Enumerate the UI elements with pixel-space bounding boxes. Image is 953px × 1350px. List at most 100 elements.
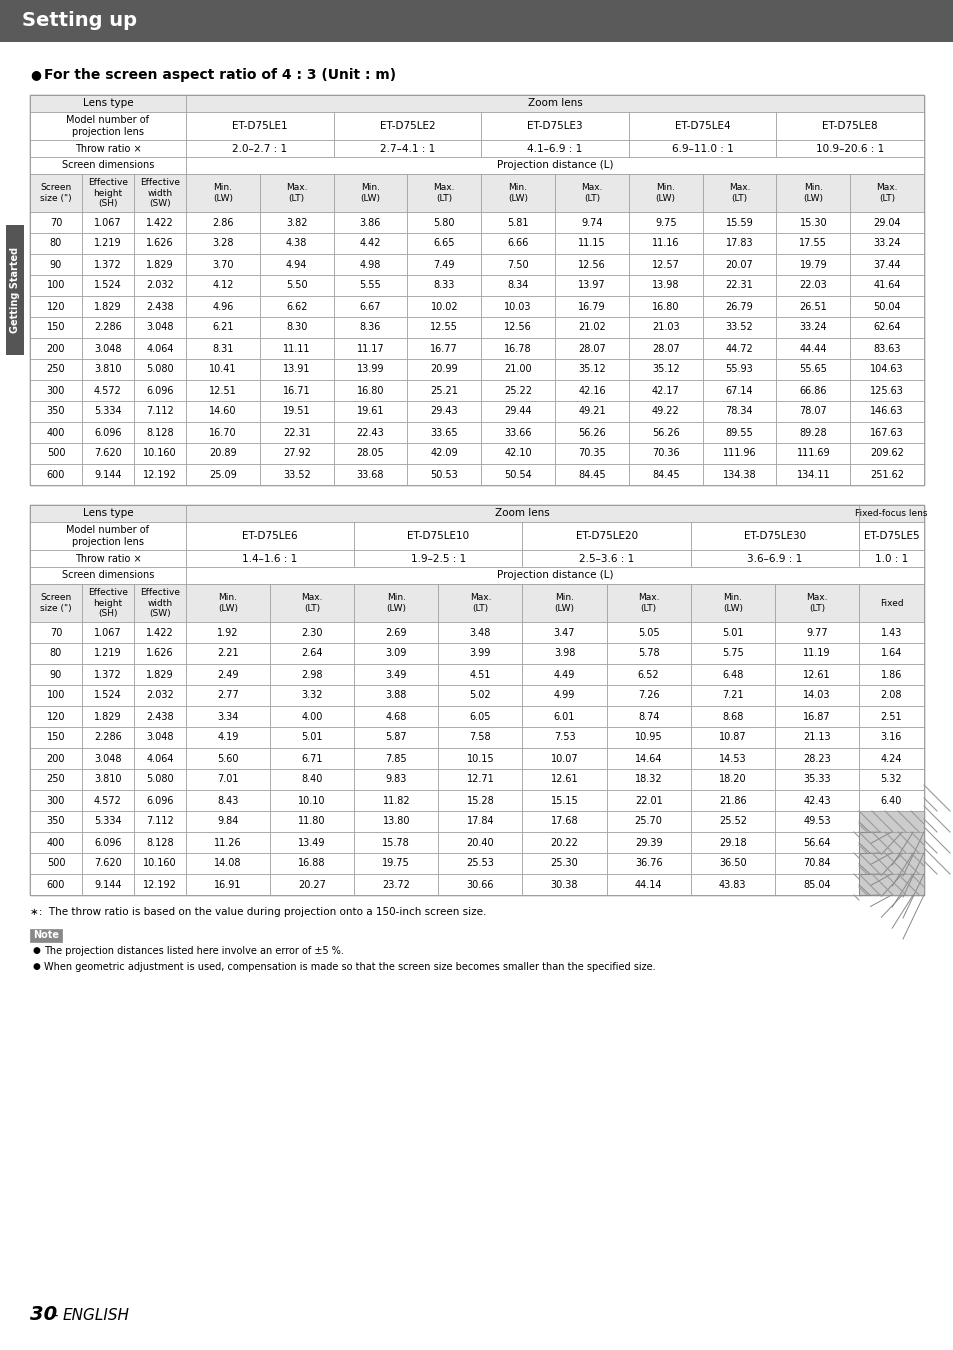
Bar (776, 443, 849, 464)
Bar (186, 873, 270, 895)
Bar (133, 296, 186, 317)
Bar (701, 275, 776, 296)
Text: 2.51: 2.51 (880, 711, 902, 721)
Text: 42.09: 42.09 (430, 448, 457, 459)
Text: 12.57: 12.57 (651, 259, 679, 270)
Bar (522, 664, 606, 684)
Bar (849, 464, 923, 485)
Bar (701, 338, 776, 359)
Bar (555, 464, 628, 485)
Bar (774, 684, 858, 706)
Bar (555, 317, 628, 338)
Text: 22.01: 22.01 (634, 795, 662, 806)
Bar (555, 401, 628, 423)
Bar (30, 622, 82, 643)
Text: 2.86: 2.86 (212, 217, 233, 228)
Text: 1.067: 1.067 (94, 628, 122, 637)
Bar (858, 832, 923, 853)
Text: 35.12: 35.12 (578, 364, 605, 374)
Text: 14.60: 14.60 (209, 406, 236, 417)
Text: 4.064: 4.064 (146, 343, 173, 354)
Text: 104.63: 104.63 (869, 364, 902, 374)
Bar (628, 401, 701, 423)
Bar (334, 140, 480, 157)
Bar (690, 585, 774, 622)
Bar (82, 401, 133, 423)
Text: Screen dimensions: Screen dimensions (62, 571, 154, 580)
Text: 7.21: 7.21 (721, 690, 742, 701)
Bar (774, 585, 858, 622)
Text: 19.79: 19.79 (799, 259, 826, 270)
Text: 33.52: 33.52 (725, 323, 753, 332)
Bar (407, 254, 480, 275)
Bar (407, 234, 480, 254)
Bar (776, 254, 849, 275)
Text: Zoom lens: Zoom lens (495, 509, 549, 518)
Text: 21.13: 21.13 (802, 733, 830, 743)
Bar (354, 832, 438, 853)
Bar (30, 157, 186, 174)
Bar (858, 664, 923, 684)
Text: Min.
(LW): Min. (LW) (722, 593, 742, 613)
Text: Max.
(LT): Max. (LT) (469, 593, 491, 613)
Bar (522, 811, 606, 832)
Text: 10.10: 10.10 (298, 795, 326, 806)
Text: 28.07: 28.07 (578, 343, 605, 354)
Bar (606, 728, 690, 748)
Bar (133, 174, 186, 212)
Text: 16.78: 16.78 (504, 343, 532, 354)
Bar (690, 811, 774, 832)
Bar (82, 873, 133, 895)
Bar (186, 790, 270, 811)
Bar (133, 832, 186, 853)
Text: 3.810: 3.810 (94, 775, 122, 784)
Bar (334, 234, 407, 254)
Text: 13.91: 13.91 (283, 364, 310, 374)
Text: 5.50: 5.50 (286, 281, 307, 290)
Bar (849, 234, 923, 254)
Text: 8.128: 8.128 (146, 837, 173, 848)
Bar (858, 769, 923, 790)
Text: Min.
(LW): Min. (LW) (554, 593, 574, 613)
Bar (270, 706, 354, 728)
Text: ET-D75LE4: ET-D75LE4 (674, 122, 730, 131)
Bar (628, 423, 701, 443)
Text: 70: 70 (50, 628, 62, 637)
Bar (522, 549, 690, 567)
Text: 8.33: 8.33 (434, 281, 455, 290)
Text: 5.75: 5.75 (721, 648, 743, 659)
Text: 80: 80 (50, 239, 62, 248)
Text: 25.21: 25.21 (430, 386, 457, 396)
Bar (849, 296, 923, 317)
Bar (407, 317, 480, 338)
Text: 7.26: 7.26 (638, 690, 659, 701)
Bar (186, 254, 259, 275)
Text: ET-D75LE3: ET-D75LE3 (527, 122, 582, 131)
Bar (354, 748, 438, 770)
Bar (606, 664, 690, 684)
Bar (354, 728, 438, 748)
Text: Effective
height
(SH): Effective height (SH) (88, 589, 128, 618)
Bar (701, 443, 776, 464)
Text: 400: 400 (47, 428, 65, 437)
Text: 111.69: 111.69 (796, 448, 829, 459)
Bar (133, 853, 186, 873)
Bar (30, 873, 82, 895)
Bar (186, 317, 259, 338)
Text: 1.829: 1.829 (146, 670, 173, 679)
Text: 1.829: 1.829 (94, 301, 122, 312)
Text: 37.44: 37.44 (872, 259, 900, 270)
Text: 25.09: 25.09 (209, 470, 236, 479)
Bar (480, 212, 555, 234)
Text: 4.572: 4.572 (94, 386, 122, 396)
Text: 6.40: 6.40 (880, 795, 902, 806)
Text: 6.096: 6.096 (94, 428, 122, 437)
Bar (354, 622, 438, 643)
Bar (849, 338, 923, 359)
Text: 6.05: 6.05 (469, 711, 491, 721)
Bar (270, 684, 354, 706)
Text: 7.53: 7.53 (553, 733, 575, 743)
Text: 8.128: 8.128 (146, 428, 173, 437)
Text: 2.77: 2.77 (217, 690, 238, 701)
Text: 6.21: 6.21 (212, 323, 233, 332)
